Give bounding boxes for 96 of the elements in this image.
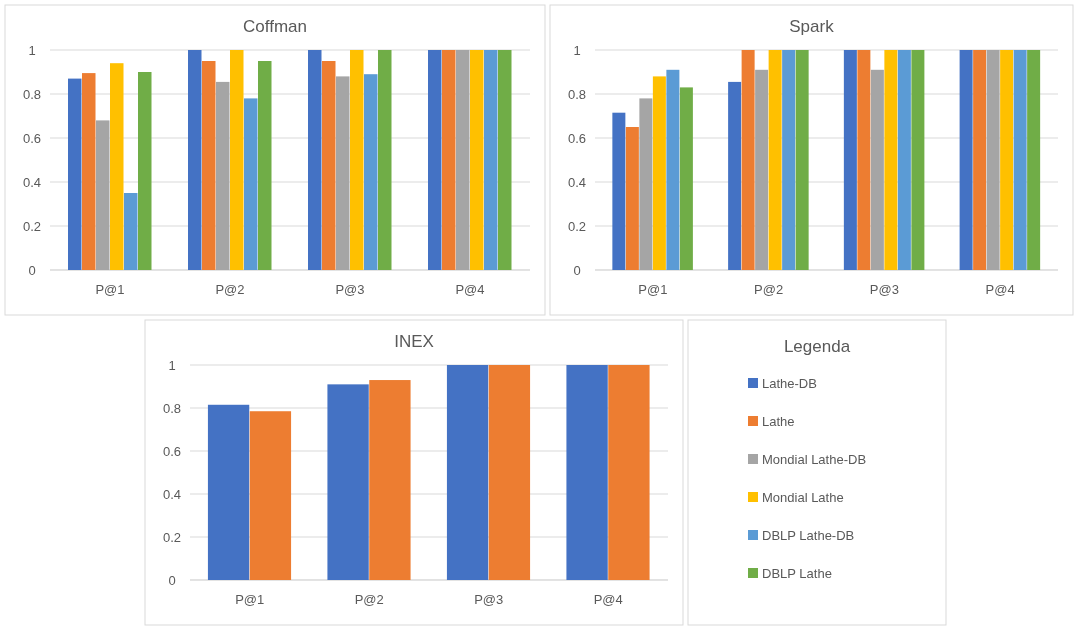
bar [768, 50, 782, 270]
y-tick-label: 1 [28, 42, 36, 58]
bar [336, 76, 350, 270]
x-tick-label: P@4 [455, 282, 485, 297]
y-tick-label: 0.4 [162, 486, 182, 502]
bar [666, 69, 680, 270]
x-tick-label: P@3 [474, 592, 504, 607]
bar [110, 63, 124, 270]
y-tick-label: 0.6 [162, 443, 182, 459]
bar [639, 98, 653, 270]
bar [124, 193, 138, 270]
chart-title: Spark [789, 17, 835, 36]
y-tick-label: 0.2 [567, 218, 587, 234]
x-tick-label: P@2 [215, 282, 245, 297]
y-tick-label: 1 [168, 357, 176, 373]
bar [364, 74, 378, 270]
y-tick-label: 0.4 [567, 174, 587, 190]
x-tick-label: P@4 [593, 592, 623, 607]
bar [1027, 50, 1041, 270]
bar [566, 365, 608, 580]
bar [498, 50, 512, 270]
bar [244, 98, 258, 270]
bar [378, 50, 392, 270]
x-tick-label: P@1 [95, 282, 125, 297]
bar [986, 50, 1000, 270]
bar [230, 50, 244, 270]
bar [897, 50, 911, 270]
bar [369, 380, 411, 580]
bar [138, 72, 152, 270]
y-tick-label: 0 [573, 262, 581, 278]
bar [843, 50, 857, 270]
bar [82, 73, 96, 270]
y-tick-label: 0.8 [567, 86, 587, 102]
y-tick-label: 0.6 [22, 130, 42, 146]
bar [959, 50, 973, 270]
y-tick-label: 0.6 [567, 130, 587, 146]
bar [484, 50, 498, 270]
bar [470, 50, 484, 270]
x-tick-label: P@1 [638, 282, 668, 297]
bar [608, 365, 650, 580]
bar [258, 61, 272, 270]
y-tick-label: 0.4 [22, 174, 42, 190]
y-tick-label: 0.2 [22, 218, 42, 234]
bar [911, 50, 925, 270]
bar [1000, 50, 1014, 270]
bar [857, 50, 871, 270]
legend-label: Mondial Lathe-DB [762, 451, 867, 467]
bar [679, 87, 693, 270]
legend-label: Mondial Lathe [762, 489, 844, 505]
bar [728, 81, 742, 270]
bar [188, 50, 202, 270]
y-tick-label: 0 [28, 262, 36, 278]
bar [456, 50, 470, 270]
x-tick-label: P@2 [354, 592, 384, 607]
bar [68, 78, 82, 270]
bar [973, 50, 987, 270]
bar [488, 365, 531, 580]
legend-label: Lathe-DB [762, 375, 817, 391]
bar [1013, 50, 1027, 270]
y-tick-label: 0 [168, 572, 176, 588]
bar [428, 50, 442, 270]
bar [741, 50, 755, 270]
x-tick-label: P@4 [985, 282, 1015, 297]
bar [202, 61, 216, 270]
bar [308, 50, 322, 270]
bar [652, 76, 666, 270]
x-tick-label: P@1 [235, 592, 265, 607]
x-tick-label: P@3 [335, 282, 365, 297]
bar [870, 69, 884, 270]
bar [782, 50, 796, 270]
bar [322, 61, 336, 270]
legend-title: Legenda [783, 337, 851, 356]
bar [249, 411, 292, 580]
y-tick-label: 0.8 [22, 86, 42, 102]
bar [795, 50, 809, 270]
bar [327, 384, 369, 580]
x-tick-label: P@2 [754, 282, 784, 297]
legend-label: DBLP Lathe [762, 565, 832, 581]
bar [612, 112, 626, 270]
y-tick-label: 0.2 [162, 529, 182, 545]
chart-title: Coffman [243, 17, 307, 36]
bar [884, 50, 898, 270]
bar [442, 50, 456, 270]
chart-title: INEX [394, 332, 434, 351]
legend-label: Lathe [762, 413, 795, 429]
bar [446, 365, 489, 580]
bar [207, 404, 250, 580]
bar [216, 81, 230, 270]
bar [755, 69, 769, 270]
bar [625, 127, 639, 270]
bar [350, 50, 364, 270]
bar [96, 120, 110, 270]
x-tick-label: P@3 [869, 282, 899, 297]
y-tick-label: 1 [573, 42, 581, 58]
y-tick-label: 0.8 [162, 400, 182, 416]
legend-label: DBLP Lathe-DB [762, 527, 855, 543]
